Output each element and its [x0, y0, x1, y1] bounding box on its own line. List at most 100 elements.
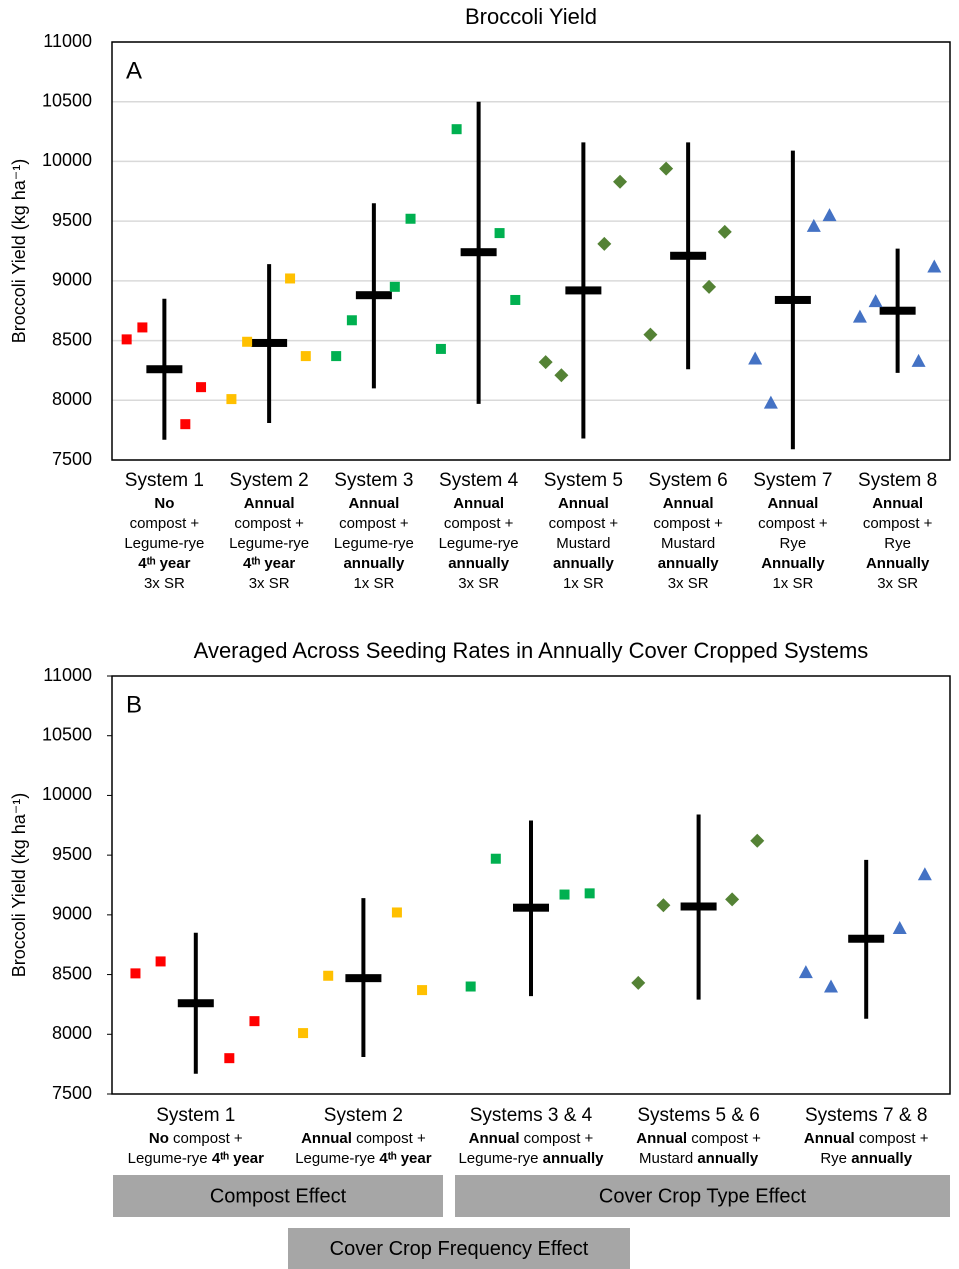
point	[868, 294, 883, 308]
point	[892, 920, 907, 934]
annotation: Compost Effect	[210, 1185, 347, 1207]
mean-bar	[774, 295, 811, 304]
description-segment: compost +	[653, 515, 723, 532]
point	[702, 279, 717, 294]
description-segment: Legume-rye	[334, 535, 414, 552]
point	[494, 228, 505, 239]
description-segment: compost +	[549, 515, 619, 532]
category-label: Systems 5 & 6	[637, 1105, 760, 1126]
category-description: Annual	[663, 495, 714, 512]
point	[806, 218, 821, 232]
category-description: Legume-rye	[334, 535, 414, 552]
category-description: 4ᵗʰ year	[243, 555, 295, 572]
description-segment: Legume-rye	[295, 1150, 379, 1167]
y-tick-label: 10000	[42, 150, 92, 170]
mean-bar	[565, 286, 602, 295]
description-segment: 4ᵗʰ year	[212, 1150, 264, 1167]
category-label: System 2	[230, 470, 309, 491]
category-description: Legume-rye	[439, 535, 519, 552]
category-description: annually	[448, 555, 510, 572]
category-description: Rye annually	[820, 1150, 912, 1167]
point	[643, 327, 658, 342]
y-tick-label: 11000	[43, 31, 92, 51]
description-segment: Annually	[761, 555, 825, 572]
category-description: compost +	[339, 515, 409, 532]
y-tick-label: 10500	[42, 724, 92, 744]
point	[323, 970, 334, 981]
category-description: compost +	[234, 515, 304, 532]
description-segment: Mustard	[639, 1150, 697, 1167]
description-segment: Annual	[558, 495, 609, 512]
category-label: System 5	[544, 470, 623, 491]
mean-bar	[460, 248, 497, 257]
point	[300, 351, 311, 362]
category-description: 4ᵗʰ year	[138, 555, 190, 572]
description-segment: 1x SR	[772, 575, 813, 592]
mean-bar	[848, 934, 885, 943]
y-tick-label: 8000	[52, 1023, 92, 1043]
y-tick-label: 7500	[52, 449, 92, 469]
plot-frame	[111, 675, 951, 1095]
description-segment: Legume-rye	[124, 535, 204, 552]
category-description: Annual compost +	[301, 1130, 426, 1147]
description-segment: compost +	[130, 515, 200, 532]
description-segment: compost +	[352, 1130, 426, 1147]
category-description: Annual	[558, 495, 609, 512]
description-segment: 4ᵗʰ year	[379, 1150, 431, 1167]
annotation-box	[288, 1228, 630, 1269]
description-segment: Annual	[301, 1130, 352, 1147]
category-description: Legume-rye 4ᵗʰ year	[295, 1150, 432, 1167]
annotation-box	[113, 1175, 443, 1217]
description-segment: compost +	[758, 515, 828, 532]
point	[137, 322, 148, 333]
point	[510, 294, 521, 305]
y-tick-label: 10000	[42, 784, 92, 804]
category-description: 1x SR	[772, 575, 813, 592]
point	[389, 281, 400, 292]
point	[613, 174, 628, 189]
category-description: Annual	[348, 495, 399, 512]
mean-bar	[670, 251, 707, 260]
description-segment: annually	[543, 1150, 605, 1167]
mean-bar	[355, 291, 392, 300]
category-description: 3x SR	[668, 575, 709, 592]
point	[725, 892, 740, 907]
description-segment: compost +	[339, 515, 409, 532]
category-description: compost +	[863, 515, 933, 532]
point	[298, 1028, 309, 1039]
point	[346, 315, 357, 326]
point	[763, 395, 778, 409]
description-segment: Annual	[767, 495, 818, 512]
annotation-box	[455, 1175, 950, 1217]
point	[659, 161, 674, 176]
point	[331, 351, 342, 362]
category-label: System 7	[753, 470, 832, 491]
y-tick-label: 11000	[43, 665, 92, 685]
description-segment: Annual	[872, 495, 923, 512]
category-description: 3x SR	[458, 575, 499, 592]
description-segment: Legume-rye	[229, 535, 309, 552]
description-segment: Legume-rye	[439, 535, 519, 552]
point	[155, 956, 166, 967]
mean-bar	[146, 365, 183, 374]
point	[391, 907, 402, 918]
category-label: System 3	[334, 470, 413, 491]
point	[822, 208, 837, 222]
category-description: Rye	[780, 535, 807, 552]
annotation: Cover Crop Frequency Effect	[330, 1238, 589, 1260]
category-description: Legume-rye annually	[458, 1150, 604, 1167]
category-label: System 1	[125, 470, 204, 491]
category-description: 3x SR	[249, 575, 290, 592]
point	[451, 124, 462, 135]
category-description: Legume-rye	[124, 535, 204, 552]
category-description: Annual	[767, 495, 818, 512]
description-segment: No	[149, 1130, 169, 1147]
category-label: System 1	[156, 1105, 235, 1126]
annotation: Cover Crop Type Effect	[599, 1185, 807, 1207]
category-label: System 6	[649, 470, 728, 491]
point	[180, 419, 191, 430]
description-segment: Legume-rye	[128, 1150, 212, 1167]
category-description: 3x SR	[144, 575, 185, 592]
category-description: Annual	[244, 495, 295, 512]
category-label: System 8	[858, 470, 937, 491]
